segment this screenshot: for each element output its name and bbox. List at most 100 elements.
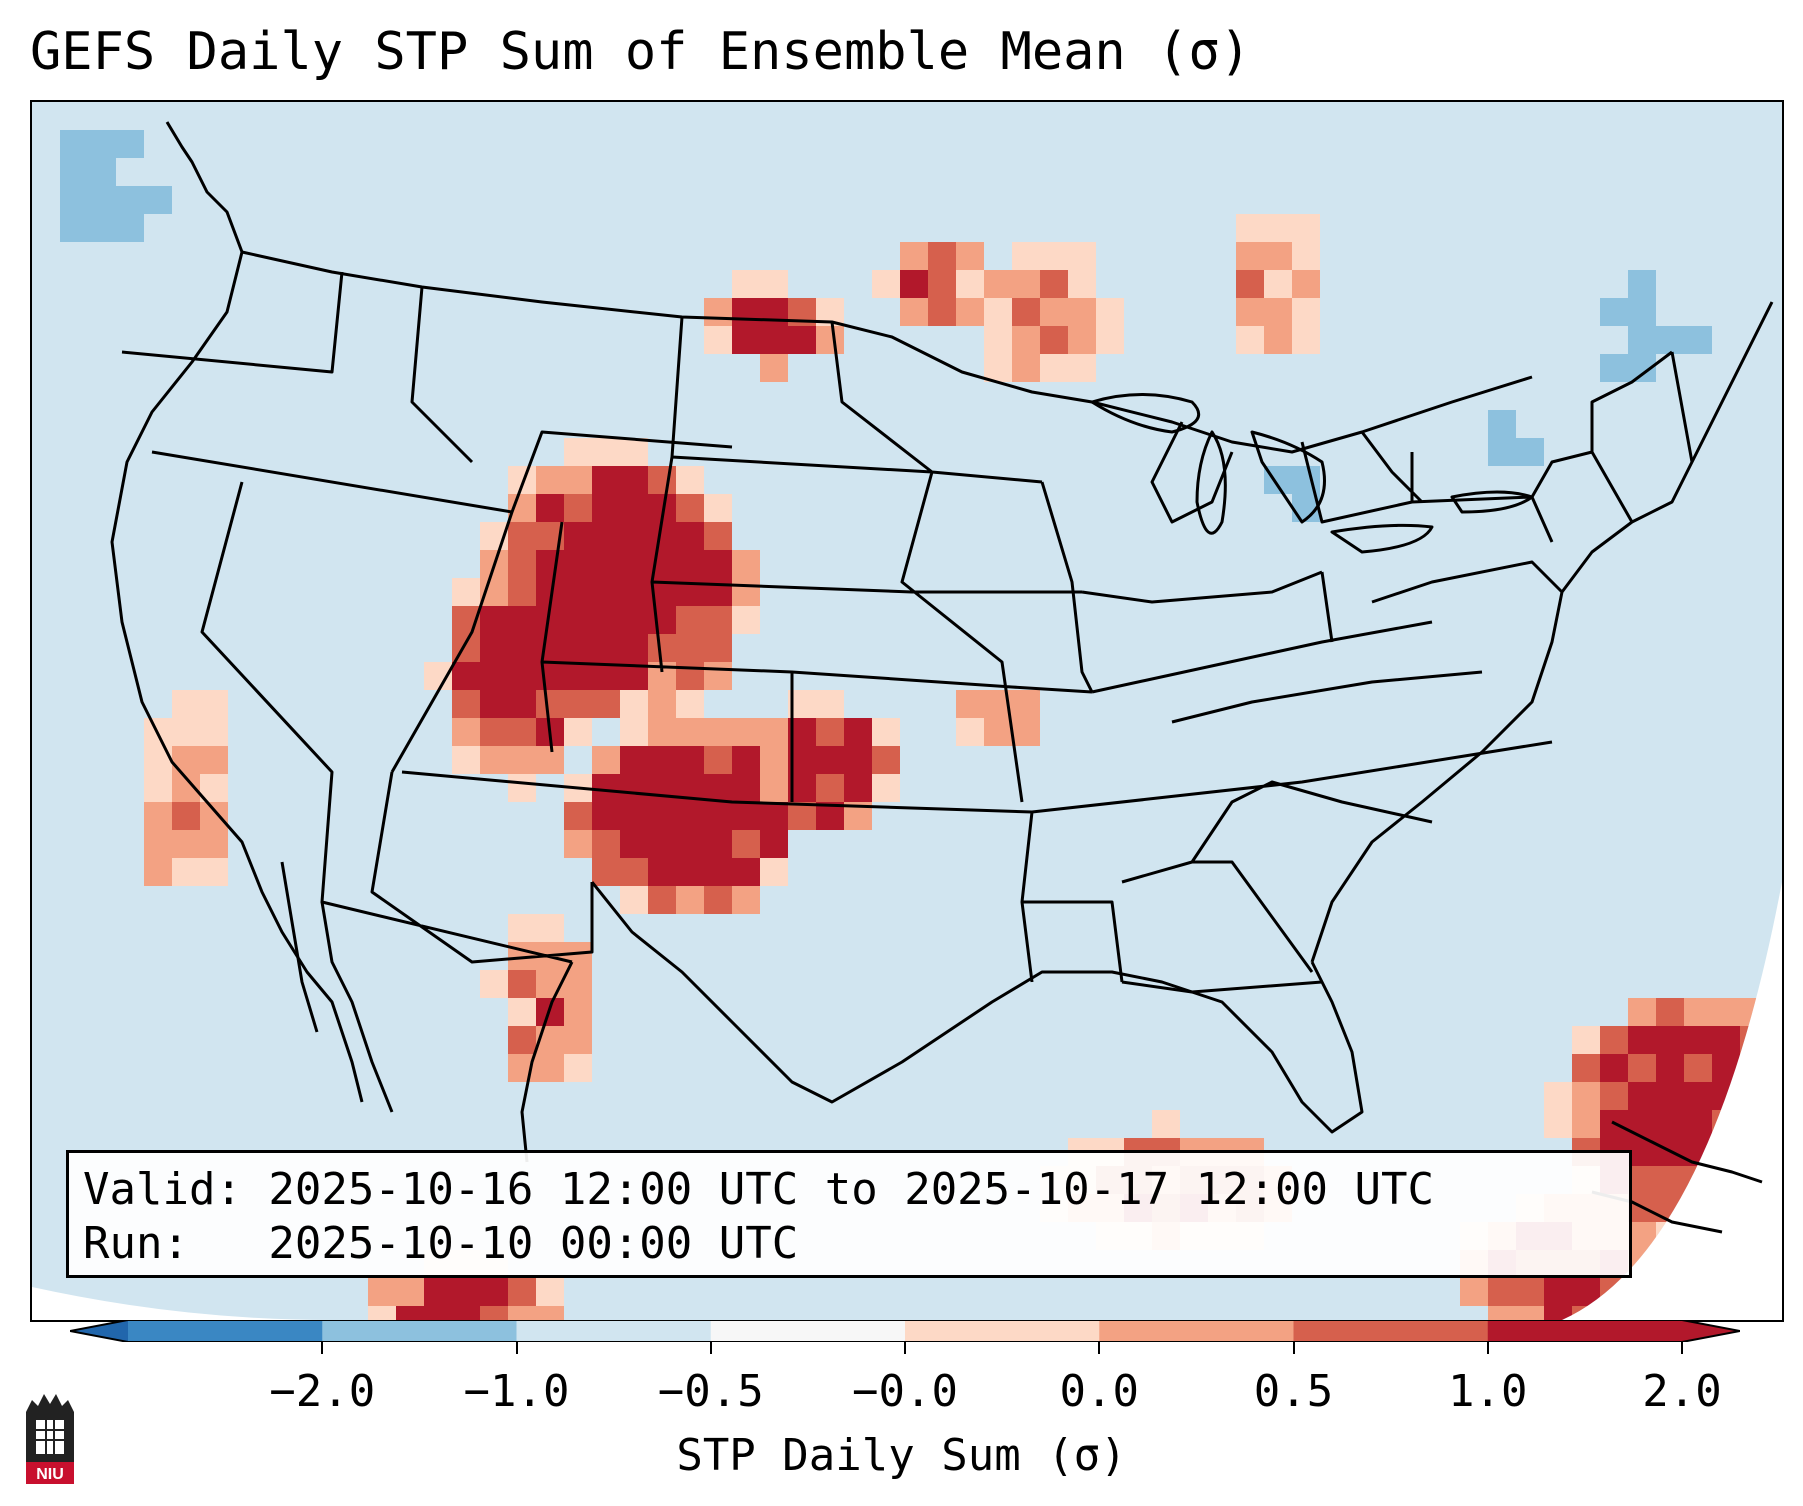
stp-cell: [480, 746, 508, 774]
stp-cell: [1656, 1054, 1684, 1082]
stp-cell: [1236, 270, 1264, 298]
stp-cell: [1628, 298, 1656, 326]
stp-cell: [648, 886, 676, 914]
stp-cell: [508, 662, 536, 690]
stp-cell: [1292, 298, 1320, 326]
stp-cell: [648, 606, 676, 634]
stp-cell: [704, 886, 732, 914]
stp-cell: [676, 634, 704, 662]
stp-cell: [620, 578, 648, 606]
stp-cell: [1628, 1082, 1656, 1110]
stp-cell: [592, 802, 620, 830]
stp-cell: [1488, 1306, 1516, 1320]
stp-cell: [1292, 242, 1320, 270]
stp-cell: [1572, 1054, 1600, 1082]
stp-cell: [1068, 270, 1096, 298]
stp-cell: [1628, 1166, 1656, 1194]
stp-cell: [1012, 354, 1040, 382]
stp-cell: [452, 690, 480, 718]
stp-cell: [732, 802, 760, 830]
stp-cell: [564, 942, 592, 970]
stp-cell: [928, 298, 956, 326]
stp-cell: [1292, 270, 1320, 298]
stp-cell: [676, 858, 704, 886]
stp-cell: [732, 774, 760, 802]
stp-cell: [592, 578, 620, 606]
stp-cell: [592, 550, 620, 578]
stp-cell: [452, 746, 480, 774]
boundaries: [110, 121, 1774, 1234]
stp-cell: [648, 466, 676, 494]
stp-cell: [760, 354, 788, 382]
stp-cell: [1600, 1026, 1628, 1054]
state-lines: [121, 271, 1694, 994]
stp-cell: [760, 718, 788, 746]
stp-cell: [592, 522, 620, 550]
stp-cell: [844, 718, 872, 746]
stp-cell: [1656, 1082, 1684, 1110]
stp-cell: [1040, 242, 1068, 270]
stp-cell: [1712, 998, 1740, 1026]
stp-cell: [676, 606, 704, 634]
colorbar-segment: [128, 1320, 323, 1342]
stp-cell: [564, 802, 592, 830]
stp-cell: [1040, 298, 1068, 326]
stp-cell: [536, 690, 564, 718]
stp-cell: [452, 1306, 480, 1320]
stp-cell: [1600, 354, 1628, 382]
stp-cell: [1236, 242, 1264, 270]
stp-cell: [536, 746, 564, 774]
stp-cell: [620, 466, 648, 494]
stp-cell: [200, 830, 228, 858]
stp-cell: [564, 998, 592, 1026]
stp-cell: [984, 718, 1012, 746]
stp-cell: [704, 550, 732, 578]
stp-cell: [1068, 326, 1096, 354]
colorbar-segment: [516, 1320, 712, 1342]
stp-cell: [592, 662, 620, 690]
stp-cell: [592, 494, 620, 522]
valid-time-text: Valid: 2025-10-16 12:00 UTC to 2025-10-1…: [83, 1164, 1435, 1215]
stp-cell: [1488, 410, 1516, 438]
atlantic-coast: [1310, 301, 1774, 963]
stp-cell: [480, 970, 508, 998]
stp-cell: [676, 886, 704, 914]
stp-cell: [1012, 326, 1040, 354]
stp-cell: [536, 466, 564, 494]
stp-cell: [1460, 1278, 1488, 1306]
stp-cell: [508, 578, 536, 606]
colorbar-segment: [1487, 1320, 1683, 1342]
stp-cell: [564, 438, 592, 466]
stp-cell: [788, 326, 816, 354]
stp-cell: [956, 298, 984, 326]
stp-cell: [900, 298, 928, 326]
stp-cell: [144, 186, 172, 214]
stp-cell: [872, 774, 900, 802]
stp-cell: [704, 662, 732, 690]
stp-cell: [480, 1278, 508, 1306]
stp-cell: [592, 774, 620, 802]
colorbar-tick-label: 0.5: [1253, 1366, 1334, 1417]
stp-cell: [732, 578, 760, 606]
stp-cell: [564, 830, 592, 858]
stp-cell: [900, 242, 928, 270]
colorbar-segment: [1293, 1320, 1489, 1342]
us-coastline: [110, 121, 364, 1103]
colorbar-segment: [1099, 1320, 1294, 1342]
stp-cell: [424, 1306, 452, 1320]
stp-cell: [732, 550, 760, 578]
stp-cell: [676, 746, 704, 774]
stp-cell: [620, 858, 648, 886]
stp-cell: [1292, 326, 1320, 354]
stp-cell: [144, 802, 172, 830]
stp-cell: [480, 634, 508, 662]
mexico-coast: [280, 861, 1763, 1234]
stp-cell: [564, 466, 592, 494]
stp-cell: [704, 858, 732, 886]
stp-cell: [956, 690, 984, 718]
stp-cell: [592, 606, 620, 634]
stp-cell: [956, 718, 984, 746]
stp-cell: [1600, 1082, 1628, 1110]
stp-cell: [676, 494, 704, 522]
stp-cell: [1040, 270, 1068, 298]
